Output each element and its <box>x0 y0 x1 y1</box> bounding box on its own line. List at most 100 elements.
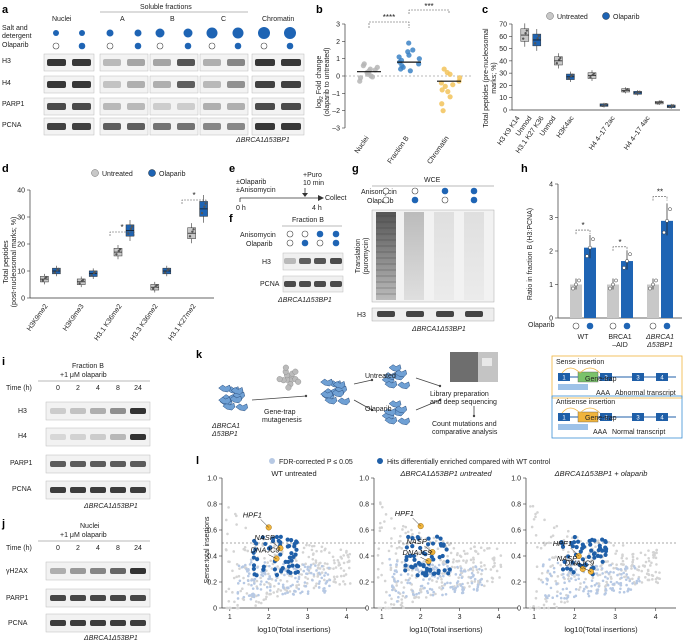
l-hit-point <box>570 544 575 549</box>
l-ytick-label: 1.0 <box>359 476 369 483</box>
panel-e: e ±Olaparib ±Anisomycin +Puro 10 min Col… <box>229 163 346 212</box>
l-hit-point <box>293 552 298 557</box>
l-hit-point <box>431 557 436 562</box>
l-bg-point <box>539 578 543 582</box>
l-fdr-point <box>587 589 590 593</box>
l-fdr-point <box>586 592 590 596</box>
g-circles <box>382 187 478 204</box>
cell <box>235 403 249 412</box>
c-point <box>622 90 626 93</box>
cell <box>332 381 346 389</box>
l-bg-point <box>598 573 602 577</box>
l-bg-point <box>547 606 550 610</box>
band-h4: H4 <box>2 80 11 87</box>
l-fdr-point <box>307 569 311 572</box>
l-bg-point <box>395 584 398 587</box>
i-band <box>50 487 66 493</box>
d-point <box>117 249 121 253</box>
l-fdr-point <box>408 581 412 585</box>
l-bg-point <box>584 577 587 581</box>
l-bg-point <box>612 566 615 570</box>
l-fdr-point <box>476 587 479 591</box>
l-fdr-point <box>306 565 310 569</box>
l-bg-point <box>658 571 661 574</box>
blot-band <box>255 81 275 88</box>
l-bg-point <box>647 578 651 582</box>
d-point <box>129 227 132 231</box>
l-gene-point <box>273 555 280 562</box>
l-fdr-point <box>391 588 394 592</box>
l-bg-point <box>532 605 535 608</box>
l-bg-point <box>337 561 341 564</box>
l-bg-point <box>342 569 346 572</box>
l-bg-point <box>390 544 393 548</box>
l-bg-point <box>299 568 302 571</box>
l-fdr-point <box>242 581 246 585</box>
c-ytick-label: 10 <box>499 95 507 102</box>
band-pcna: PCNA <box>2 122 22 129</box>
l-xtick-label: 1 <box>380 614 384 621</box>
l-fdr-point <box>555 582 558 586</box>
l-bg-point <box>399 603 403 607</box>
l-fdr-point <box>315 569 318 572</box>
anisomycin-circle <box>286 230 294 238</box>
i-band-parp1: PARP1 <box>10 460 33 467</box>
l-bg-point <box>386 606 390 610</box>
l-bg-point <box>417 551 421 554</box>
l-bg-point <box>567 577 570 581</box>
panel-label-d: d <box>2 163 9 175</box>
l-bg-point <box>472 558 475 561</box>
l-bg-point <box>401 528 404 531</box>
b-point <box>364 69 370 76</box>
l-ytick-label: 0.2 <box>359 580 369 587</box>
d-legend-untreated: Untreated <box>102 171 133 178</box>
c-point <box>670 104 674 108</box>
l-bg-point <box>378 529 382 533</box>
l-fdr-point <box>317 586 321 589</box>
l-fdr-point <box>601 579 605 583</box>
l-bg-point <box>476 571 480 574</box>
d-sig: * <box>120 223 123 232</box>
l-fdr-point <box>423 586 426 590</box>
l-fdr-point <box>328 578 332 582</box>
panel-j: j Nuclei +1 μM olaparib Time (h) 0 2 4 8 24 … <box>1 518 151 642</box>
l-fdr-point <box>302 563 305 567</box>
l-bg-point <box>236 603 239 607</box>
l-fdr-point <box>625 583 628 587</box>
l-bg-point <box>225 548 228 552</box>
l-bg-point <box>462 549 466 553</box>
l-fdr-point <box>561 587 565 591</box>
l-hit-point <box>583 562 588 567</box>
l-bg-point <box>655 551 658 555</box>
l-bg-point <box>407 568 411 572</box>
l-bg-point <box>315 582 318 585</box>
cell <box>397 417 411 426</box>
l-fdr-point <box>622 590 626 594</box>
f-circles <box>286 230 340 247</box>
l-bg-point <box>335 575 339 578</box>
i-title-2: +1 μM olaparib <box>60 372 107 379</box>
l-fdr-point <box>395 559 399 563</box>
l-bg-point <box>630 564 633 568</box>
l-bg-point <box>531 504 535 508</box>
l-fdr-point <box>637 577 640 581</box>
l-fdr-point <box>388 557 391 561</box>
l-hit-point <box>591 552 597 557</box>
l-fdr-point <box>292 567 296 570</box>
l-fdr-point <box>399 573 403 577</box>
l-bg-point <box>640 569 644 573</box>
c-xlabel: H3K4ac <box>556 115 576 140</box>
l-fdr-point <box>562 576 565 579</box>
l-bg-point <box>345 551 348 554</box>
l-fdr-point <box>392 572 396 576</box>
d-point <box>203 205 206 208</box>
h-point <box>585 254 589 258</box>
sense-exon-number: 3 <box>636 376 640 382</box>
l-fdr-point <box>473 577 477 581</box>
l-fdr-point <box>619 587 622 591</box>
l-bg-point <box>578 585 582 589</box>
h-point <box>668 207 672 212</box>
d-sig: * <box>192 191 195 200</box>
l-fdr-point <box>389 563 392 567</box>
